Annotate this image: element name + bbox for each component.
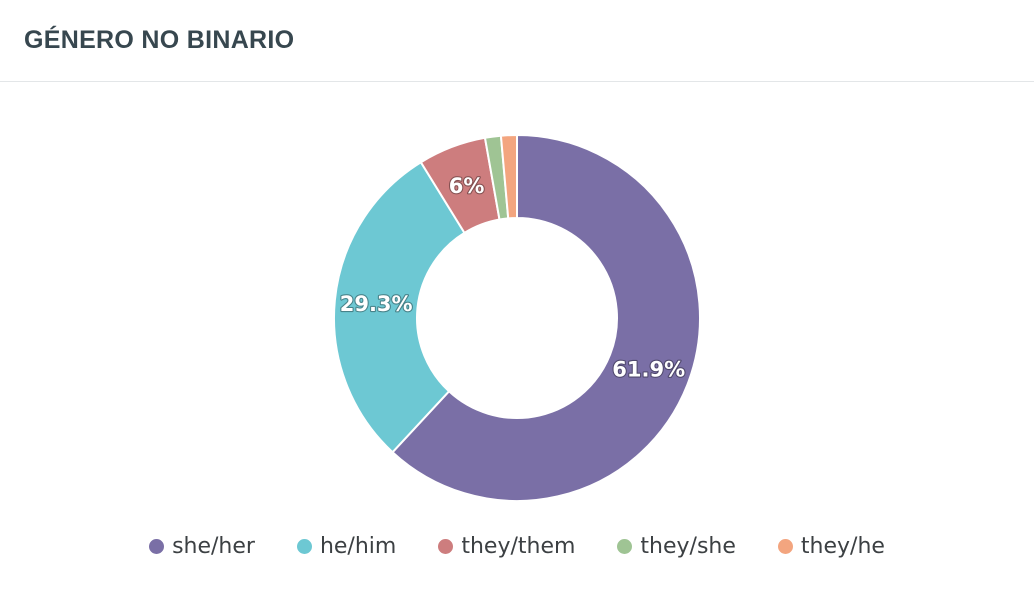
slice-label-she-her: 61.9% xyxy=(612,358,685,382)
slice-he-him[interactable] xyxy=(333,160,466,454)
legend-label: he/him xyxy=(319,533,397,559)
legend-item-he-him[interactable]: he/him xyxy=(296,533,397,559)
card-header: GÉNERO NO BINARIO xyxy=(0,0,1034,82)
legend-label: they/she xyxy=(640,533,736,559)
legend-marker-icon xyxy=(149,538,165,554)
slice-she-her[interactable] xyxy=(391,133,701,502)
slice-label-they-them: 6% xyxy=(449,174,485,198)
legend-marker-icon xyxy=(617,538,633,554)
legend-item-they-he[interactable]: they/he xyxy=(777,533,885,559)
legend-label: she/her xyxy=(172,533,255,559)
legend-marker-icon xyxy=(438,538,454,554)
legend-label: they/he xyxy=(800,533,885,559)
legend-label: they/them xyxy=(461,533,576,559)
chart-title: GÉNERO NO BINARIO xyxy=(24,26,295,54)
donut-chart: 61.9% 29.3% 6% xyxy=(333,133,701,502)
legend-item-she-her[interactable]: she/her xyxy=(149,534,255,559)
legend-marker-icon xyxy=(777,538,793,554)
slice-label-he-him: 29.3% xyxy=(340,292,413,316)
legend-item-they-she[interactable]: they/she xyxy=(617,533,736,559)
chart-area: 61.9% 29.3% 6% she/her he/him they/them they/… xyxy=(0,82,1034,616)
legend-marker-icon xyxy=(296,538,312,554)
legend-item-they-them[interactable]: they/them xyxy=(438,534,575,559)
chart-legend: she/her he/him they/them they/she they/he xyxy=(0,528,1034,564)
slice-they-he[interactable] xyxy=(499,133,518,220)
